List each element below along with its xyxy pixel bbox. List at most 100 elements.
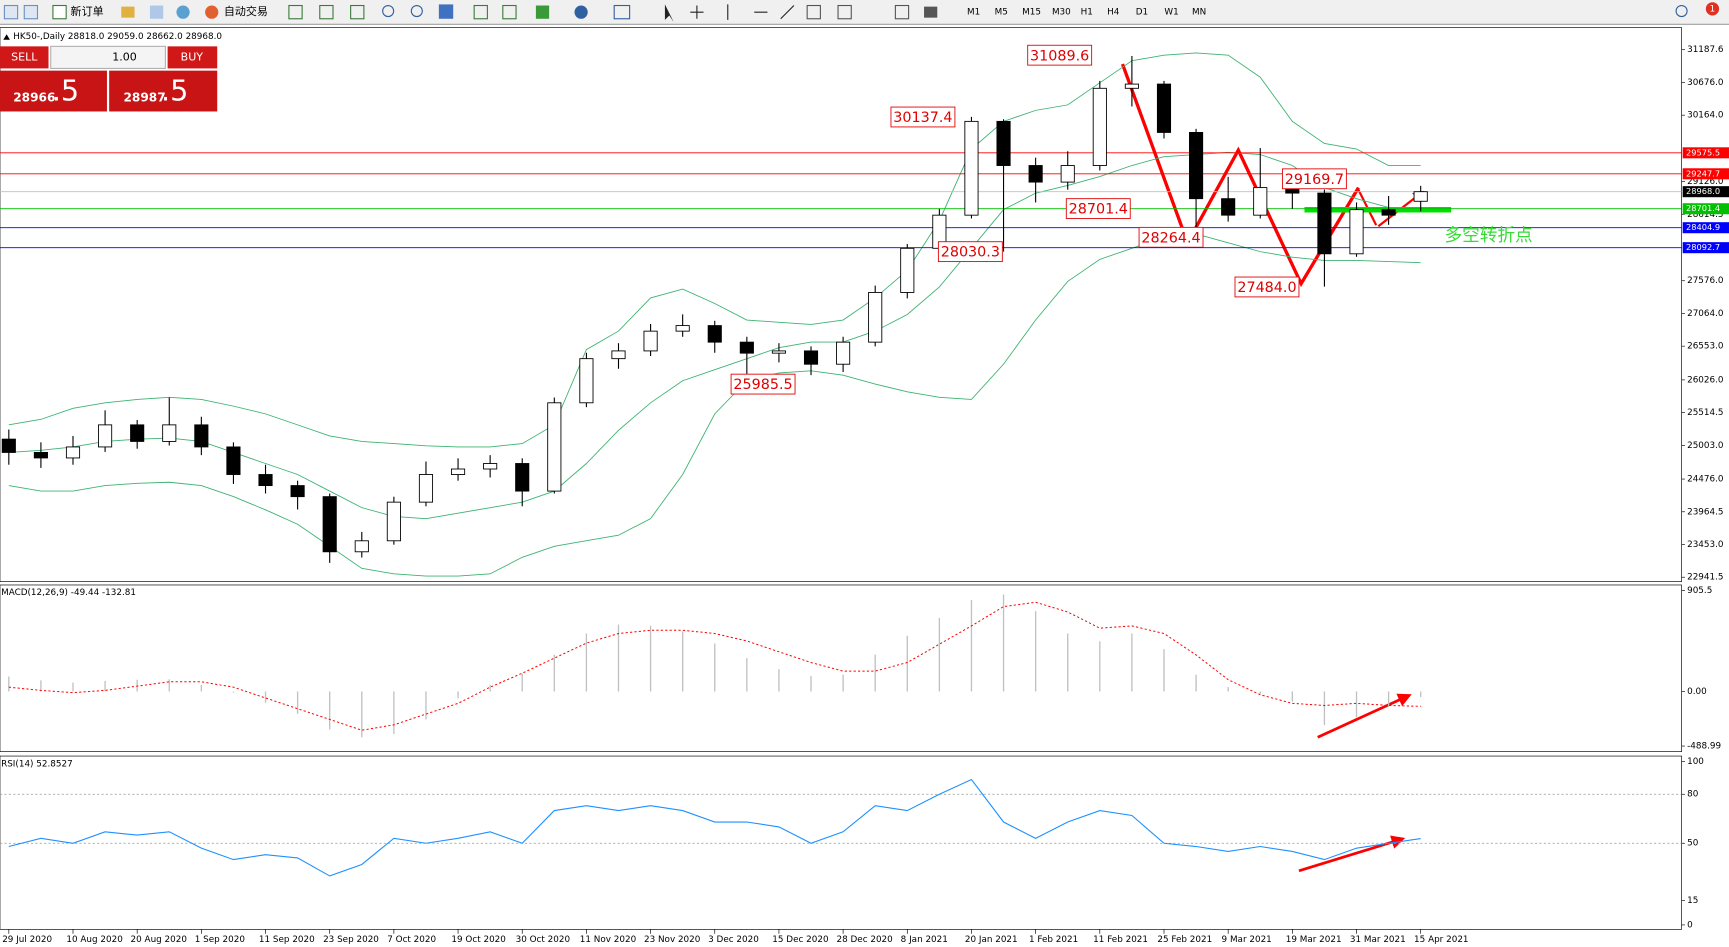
x-tick-label: 7 Oct 2020 bbox=[387, 935, 436, 945]
notification-badge[interactable]: 1 bbox=[1710, 4, 1716, 14]
annotation-box bbox=[1065, 198, 1131, 219]
rsi-line bbox=[8, 778, 1421, 877]
y-tick-label: 22941.5 bbox=[1687, 573, 1723, 583]
level-label: 28701.4 bbox=[1686, 203, 1720, 213]
candle-body bbox=[33, 451, 48, 459]
y-tick-label: 100 bbox=[1687, 757, 1704, 767]
x-tick-label: 20 Aug 2020 bbox=[131, 935, 188, 945]
x-tick-label: 25 Feb 2021 bbox=[1157, 935, 1212, 945]
ask-box[interactable] bbox=[109, 70, 218, 112]
timeframe-button[interactable]: D1 bbox=[1136, 8, 1148, 18]
candle-body bbox=[194, 424, 209, 448]
buy-button[interactable] bbox=[167, 46, 218, 69]
timeframe-button[interactable]: M15 bbox=[1022, 8, 1041, 18]
x-tick-label: 20 Jan 2021 bbox=[965, 935, 1018, 945]
level-label: 28404.9 bbox=[1686, 222, 1720, 232]
ask-price-big: .5 bbox=[161, 74, 188, 108]
bid-price: 28966 bbox=[13, 91, 55, 105]
level-label-box bbox=[1682, 242, 1729, 254]
y-tick-label: -488.99 bbox=[1687, 742, 1721, 752]
y-tick-label: 23964.5 bbox=[1687, 507, 1723, 517]
candle-body bbox=[98, 424, 113, 448]
x-tick-label: 28 Dec 2020 bbox=[836, 935, 893, 945]
y-tick-label: 26026.0 bbox=[1687, 375, 1724, 385]
y-tick-label: 30676.0 bbox=[1687, 78, 1724, 88]
candle-body bbox=[707, 325, 722, 343]
x-tick-label: 3 Dec 2020 bbox=[708, 935, 759, 945]
lots-value[interactable]: 1.00 bbox=[112, 50, 137, 63]
macd-pane bbox=[0, 584, 1682, 752]
toolbar-label[interactable]: 新订单 bbox=[71, 4, 104, 18]
timeframe-button[interactable]: MN bbox=[1192, 8, 1206, 18]
timeframe-button[interactable]: H1 bbox=[1081, 8, 1093, 18]
annotation: 27484.0 bbox=[1237, 280, 1296, 296]
annotation-box bbox=[1281, 168, 1347, 190]
y-tick-label: 0 bbox=[1687, 920, 1693, 930]
y-tick-label: 30164.0 bbox=[1687, 111, 1724, 121]
title-marker bbox=[3, 34, 10, 40]
candle-body bbox=[1, 438, 16, 453]
candle-body bbox=[65, 446, 81, 459]
x-tick-label: 23 Nov 2020 bbox=[644, 935, 701, 945]
level-label-box bbox=[1682, 147, 1729, 159]
x-tick-label: 19 Mar 2021 bbox=[1286, 935, 1342, 945]
y-tick-label: 27576.0 bbox=[1687, 276, 1724, 286]
x-tick-label: 19 Oct 2020 bbox=[451, 935, 506, 945]
candle-body bbox=[354, 540, 369, 553]
annotation-box bbox=[937, 241, 1003, 263]
level-label-box bbox=[1682, 186, 1729, 198]
timeframe-button[interactable]: M5 bbox=[995, 8, 1008, 18]
x-tick-label: 15 Dec 2020 bbox=[772, 935, 829, 945]
x-tick-label: 30 Oct 2020 bbox=[516, 935, 571, 945]
candle-body bbox=[996, 120, 1011, 166]
candle-body bbox=[386, 501, 401, 542]
bid-box[interactable] bbox=[0, 70, 107, 112]
candle-body bbox=[1028, 165, 1043, 183]
candle-body bbox=[675, 325, 690, 332]
candle-body bbox=[579, 358, 594, 404]
annotation: 29169.7 bbox=[1285, 172, 1344, 188]
buy-label[interactable]: BUY bbox=[181, 50, 204, 63]
candle-body bbox=[611, 350, 626, 360]
toolbar-label[interactable]: 自动交易 bbox=[224, 4, 268, 18]
annotation-box bbox=[1027, 44, 1093, 66]
x-tick-label: 1 Sep 2020 bbox=[195, 935, 246, 945]
candle-body bbox=[868, 292, 883, 343]
level-label: 29247.7 bbox=[1686, 168, 1720, 178]
toolbar bbox=[0, 0, 1729, 25]
candle-body bbox=[450, 468, 466, 475]
timeframe-button[interactable]: H4 bbox=[1107, 8, 1120, 18]
y-tick-label: 27064.0 bbox=[1687, 309, 1724, 319]
y-tick-label: 24476.0 bbox=[1687, 475, 1724, 485]
x-tick-label: 10 Aug 2020 bbox=[66, 935, 123, 945]
annotation-box bbox=[730, 373, 796, 395]
lots-input[interactable] bbox=[50, 45, 166, 69]
candle-body bbox=[483, 463, 498, 470]
candle-body bbox=[418, 474, 434, 503]
macd-signal bbox=[8, 601, 1421, 731]
x-tick-label: 11 Sep 2020 bbox=[259, 935, 315, 945]
timeframe-button[interactable]: W1 bbox=[1164, 8, 1178, 18]
timeframe-button[interactable]: M1 bbox=[967, 8, 980, 18]
candle-body bbox=[1317, 192, 1332, 255]
sell-button[interactable] bbox=[0, 46, 49, 69]
y-tick-label: 29126.0 bbox=[1687, 177, 1724, 187]
bid-price-big: .5 bbox=[52, 74, 79, 108]
annotation: 25985.5 bbox=[733, 377, 792, 393]
level-label-box bbox=[1682, 222, 1729, 234]
pane-title: HK50-,Daily 28818.0 29059.0 28662.0 2896… bbox=[13, 32, 222, 42]
y-tick-label: 25003.0 bbox=[1687, 441, 1724, 451]
x-tick-label: 11 Feb 2021 bbox=[1093, 935, 1148, 945]
annotation: 28264.4 bbox=[1141, 230, 1200, 246]
toolbar-icons bbox=[3, 2, 1720, 23]
annotation: 30137.4 bbox=[893, 110, 952, 126]
candle-body bbox=[1124, 83, 1139, 89]
x-tick-label: 29 Jul 2020 bbox=[2, 935, 52, 945]
candle-body bbox=[803, 350, 819, 365]
candle-body bbox=[1349, 209, 1364, 255]
sell-label[interactable]: SELL bbox=[11, 50, 38, 63]
note: 多空转折点 bbox=[1445, 225, 1533, 246]
timeframe-button[interactable]: M30 bbox=[1052, 8, 1071, 18]
